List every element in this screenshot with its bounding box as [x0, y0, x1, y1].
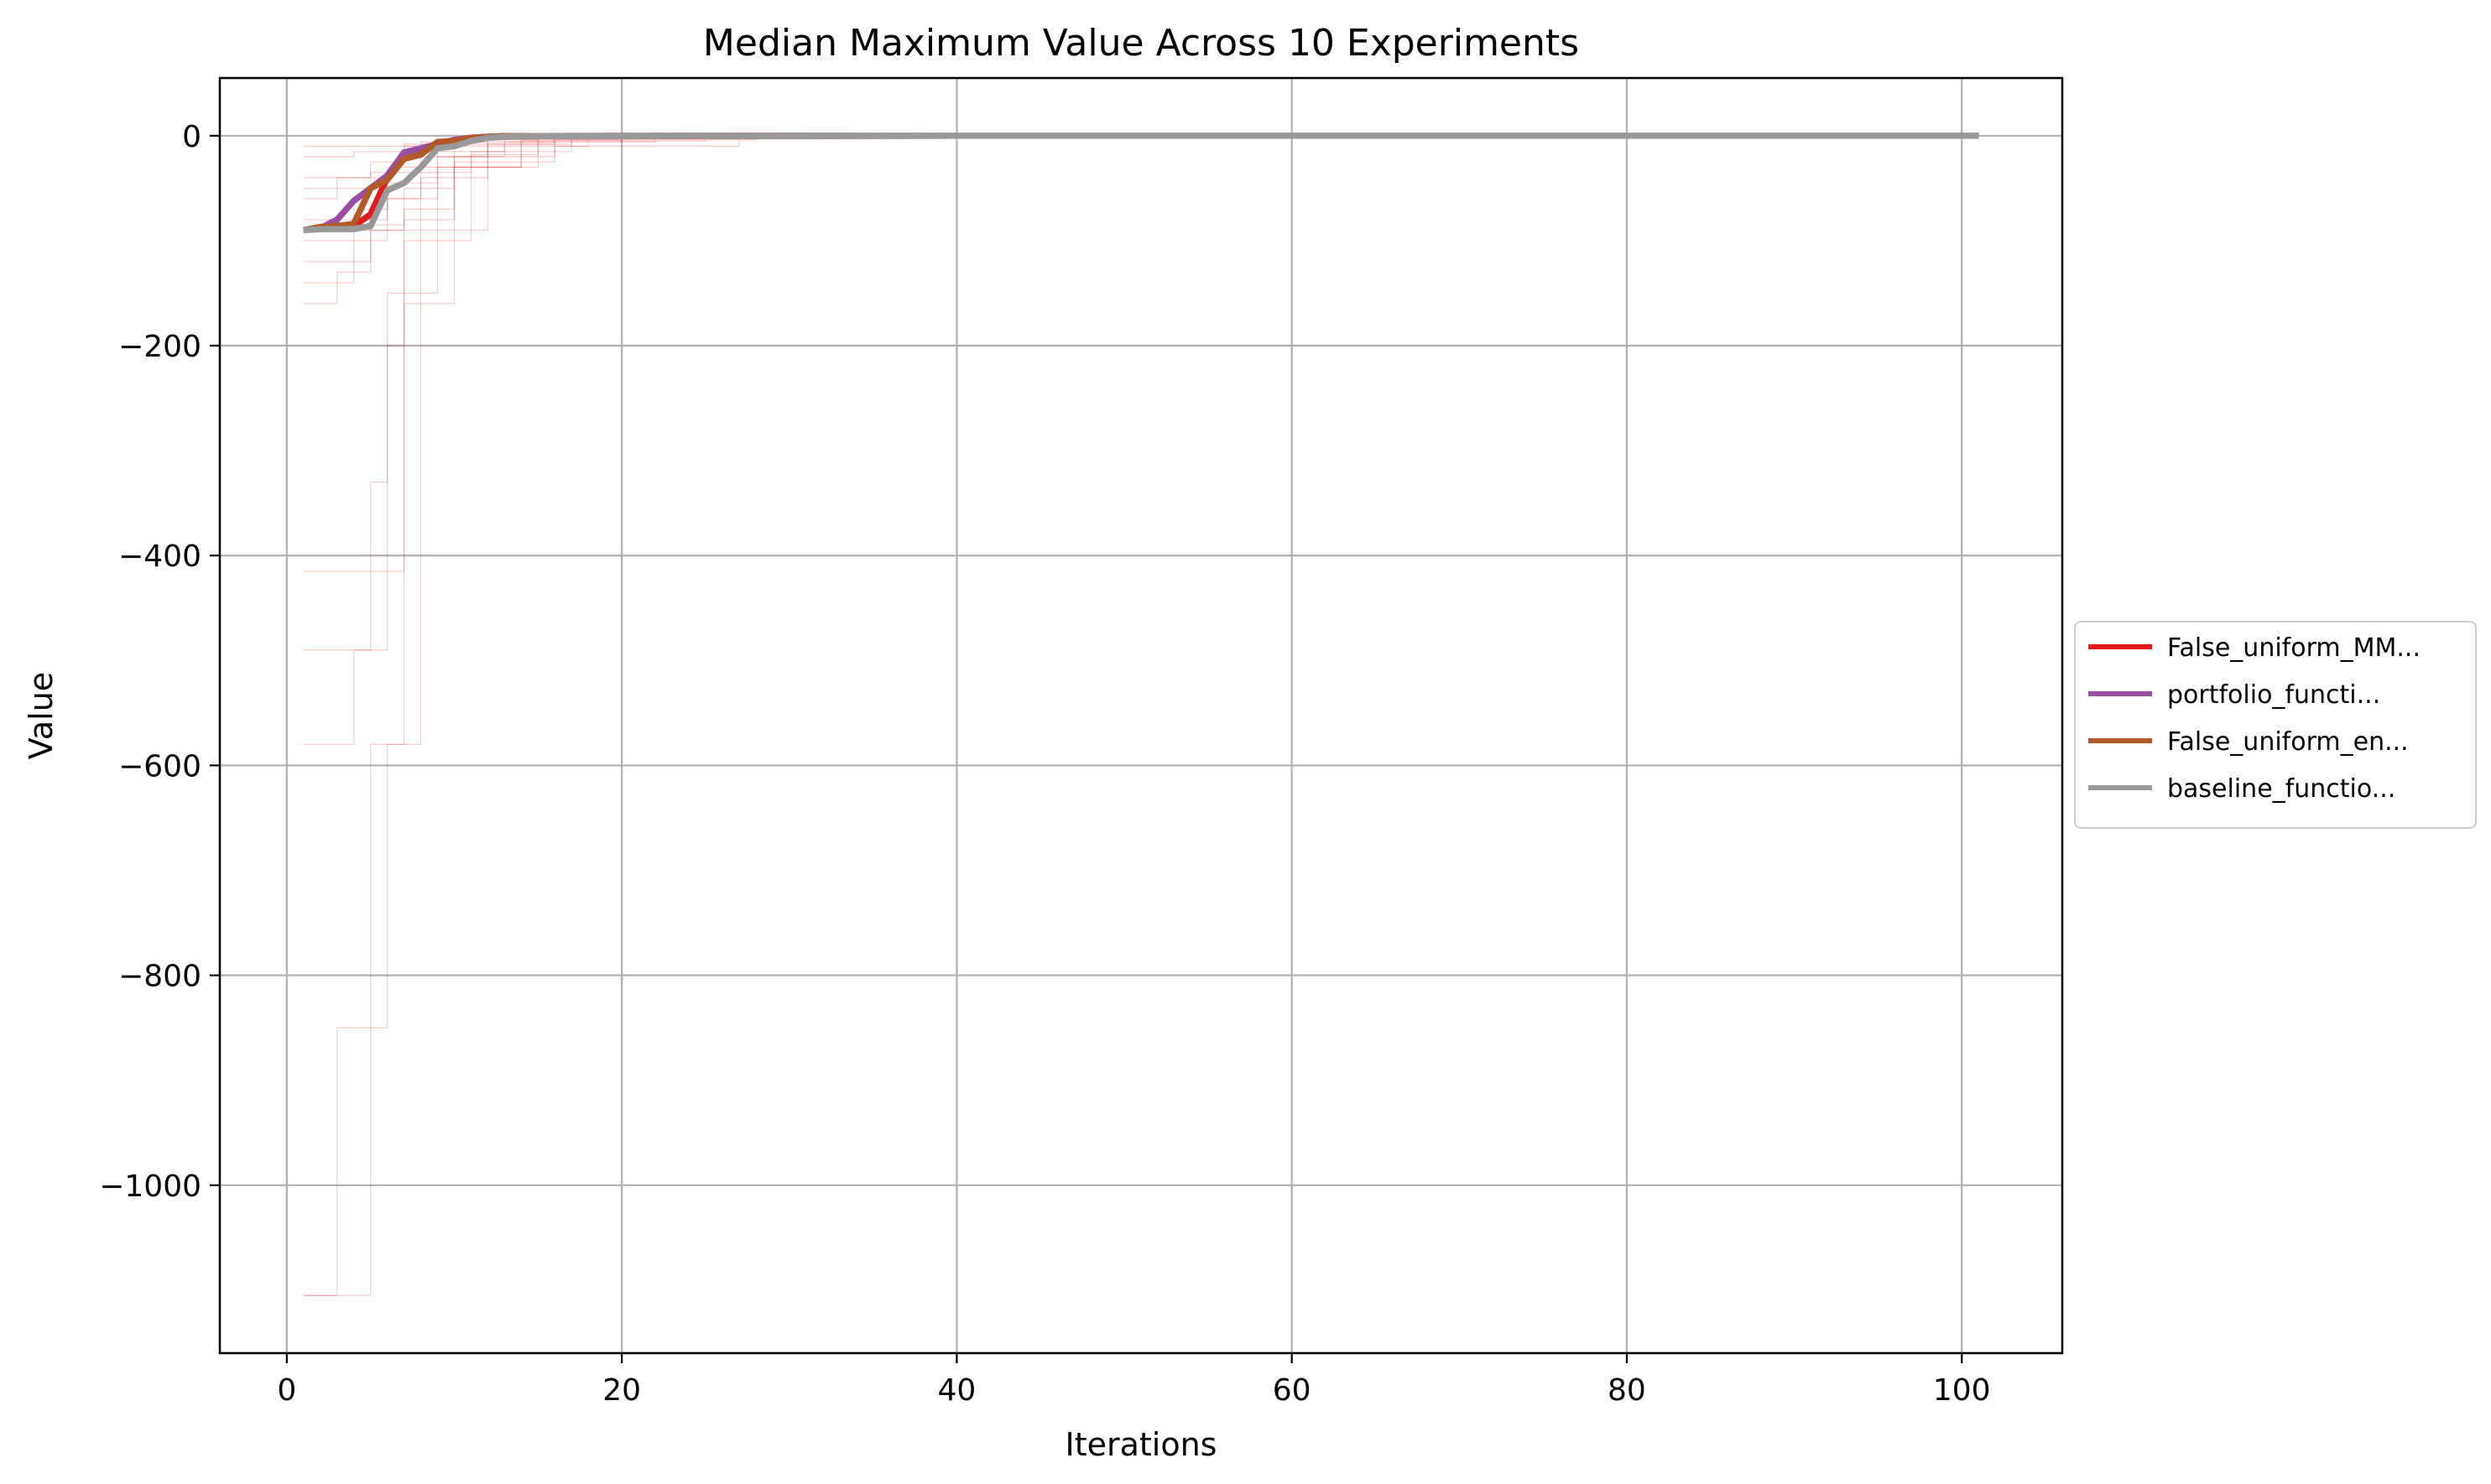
y-tick-label: 0 [182, 120, 201, 154]
grid [220, 78, 2062, 1353]
y-tick-label: −200 [118, 330, 201, 364]
x-tick-label: 80 [1608, 1373, 1646, 1408]
y-axis-label: Value [23, 672, 60, 759]
background-run-line [303, 135, 572, 651]
x-tick-label: 60 [1273, 1373, 1311, 1408]
legend-box [2074, 621, 2477, 829]
y-tick-label: −1000 [99, 1169, 201, 1204]
y-tick-label: −800 [118, 960, 201, 994]
legend-entry-label: False_uniform_en... [2167, 727, 2409, 757]
legend-entry-label: False_uniform_MM... [2167, 633, 2421, 663]
series-lines [303, 133, 1979, 234]
x-tick-label: 100 [1933, 1373, 1991, 1408]
x-tick-label: 20 [602, 1373, 641, 1408]
background-run-line [303, 135, 623, 1296]
background-run-line [303, 135, 656, 305]
background-run-line [303, 135, 539, 746]
legend-entry-label: baseline_functio... [2167, 774, 2395, 804]
chart-title: Median Maximum Value Across 10 Experimen… [703, 22, 1579, 65]
x-tick-label: 0 [277, 1373, 296, 1408]
background-run-line [303, 135, 555, 572]
y-tick-label: −600 [118, 749, 201, 784]
axis-ticks: 0 20 40 60 80 100 0 −200 −400 −600 −800 −1000 [99, 120, 1990, 1408]
x-axis-label: Iterations [1066, 1426, 1217, 1463]
x-tick-label: 40 [937, 1373, 976, 1408]
series-line [303, 133, 1979, 234]
legend-entry-label: portfolio_functi... [2167, 680, 2380, 710]
y-tick-label: −400 [118, 539, 201, 574]
legend: False_uniform_MM... portfolio_functi... Fa… [2074, 621, 2477, 829]
plot-frame [218, 76, 2064, 1355]
background-run-line [303, 135, 589, 1296]
background-run-line [303, 135, 706, 284]
background-run-line [303, 135, 757, 263]
background-run-line [303, 135, 740, 232]
